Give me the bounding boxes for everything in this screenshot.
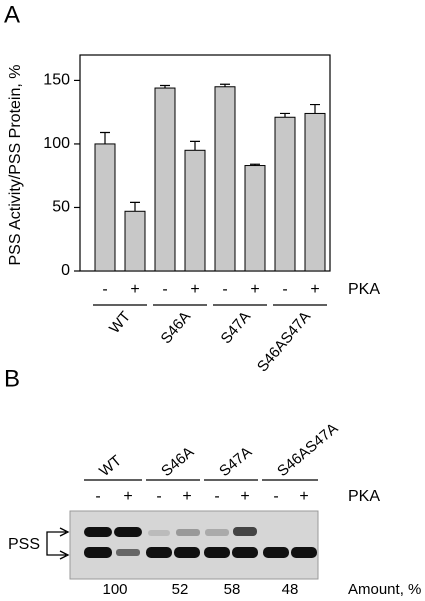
x-tick-label: - <box>162 281 167 298</box>
bar <box>94 143 116 272</box>
x-tick-label: + <box>310 281 319 298</box>
group-label: WT <box>96 452 125 480</box>
bar <box>184 149 206 272</box>
band <box>205 529 229 536</box>
lane-label: - <box>214 488 219 505</box>
amount-value: 58 <box>224 581 241 598</box>
band-label: PSS <box>8 536 40 553</box>
group-label: S46A <box>158 443 197 480</box>
band <box>174 547 200 558</box>
error-bar <box>100 131 110 144</box>
error-bar <box>220 83 230 87</box>
group-label: WT <box>106 308 134 337</box>
error-bar <box>250 163 260 166</box>
lane-label: - <box>156 488 161 505</box>
y-axis-label: PSS Activity/PSS Protein, % <box>7 65 24 266</box>
group-label: S47A <box>217 308 254 347</box>
group-label: S46AS47A <box>274 420 341 480</box>
lane-label: + <box>123 488 132 505</box>
band <box>114 527 142 537</box>
band <box>204 547 230 558</box>
bar <box>124 210 146 272</box>
band <box>146 547 172 558</box>
amount-value: 100 <box>102 581 127 598</box>
y-tick-label: 50 <box>52 199 70 216</box>
panel-label: A <box>4 1 20 28</box>
lane-label: - <box>273 488 278 505</box>
x-tick-label: + <box>130 281 139 298</box>
error-bar <box>160 84 170 89</box>
bar <box>304 112 326 272</box>
y-tick-label: 150 <box>43 72 70 89</box>
band-bracket <box>46 527 70 560</box>
x-tick-label: - <box>102 281 107 298</box>
x-tick-label: + <box>190 281 199 298</box>
lane-label: - <box>95 488 100 505</box>
blot-membrane <box>69 510 319 580</box>
group-label: S47A <box>216 443 255 480</box>
treatment-label: PKA <box>348 281 380 298</box>
group-label: S46AS47A <box>254 308 314 375</box>
amount-label: Amount, % <box>348 581 421 598</box>
blot-image <box>69 510 319 580</box>
band <box>84 527 112 537</box>
band <box>232 547 258 558</box>
lane-label: + <box>240 488 249 505</box>
panel-label: B <box>4 365 20 392</box>
band <box>176 529 200 536</box>
error-bar <box>310 103 320 114</box>
error-bar <box>130 201 140 212</box>
band <box>148 530 170 536</box>
treatment-label: PKA <box>348 488 380 505</box>
bar <box>274 116 296 272</box>
bar <box>214 86 236 272</box>
band <box>291 547 317 558</box>
bar <box>244 165 266 272</box>
band <box>84 547 112 558</box>
band <box>116 549 140 556</box>
band <box>263 547 289 558</box>
bar <box>154 87 176 272</box>
band <box>233 527 257 536</box>
lane-label: + <box>299 488 308 505</box>
group-label: S46A <box>157 308 194 347</box>
amount-value: 52 <box>172 581 189 598</box>
lane-label: + <box>182 488 191 505</box>
x-tick-label: + <box>250 281 259 298</box>
y-tick-label: 0 <box>61 262 70 279</box>
y-tick-label: 100 <box>43 135 70 152</box>
amount-value: 48 <box>282 581 299 598</box>
error-bar <box>190 140 200 151</box>
x-tick-label: - <box>222 281 227 298</box>
error-bar <box>280 112 290 118</box>
x-tick-label: - <box>282 281 287 298</box>
